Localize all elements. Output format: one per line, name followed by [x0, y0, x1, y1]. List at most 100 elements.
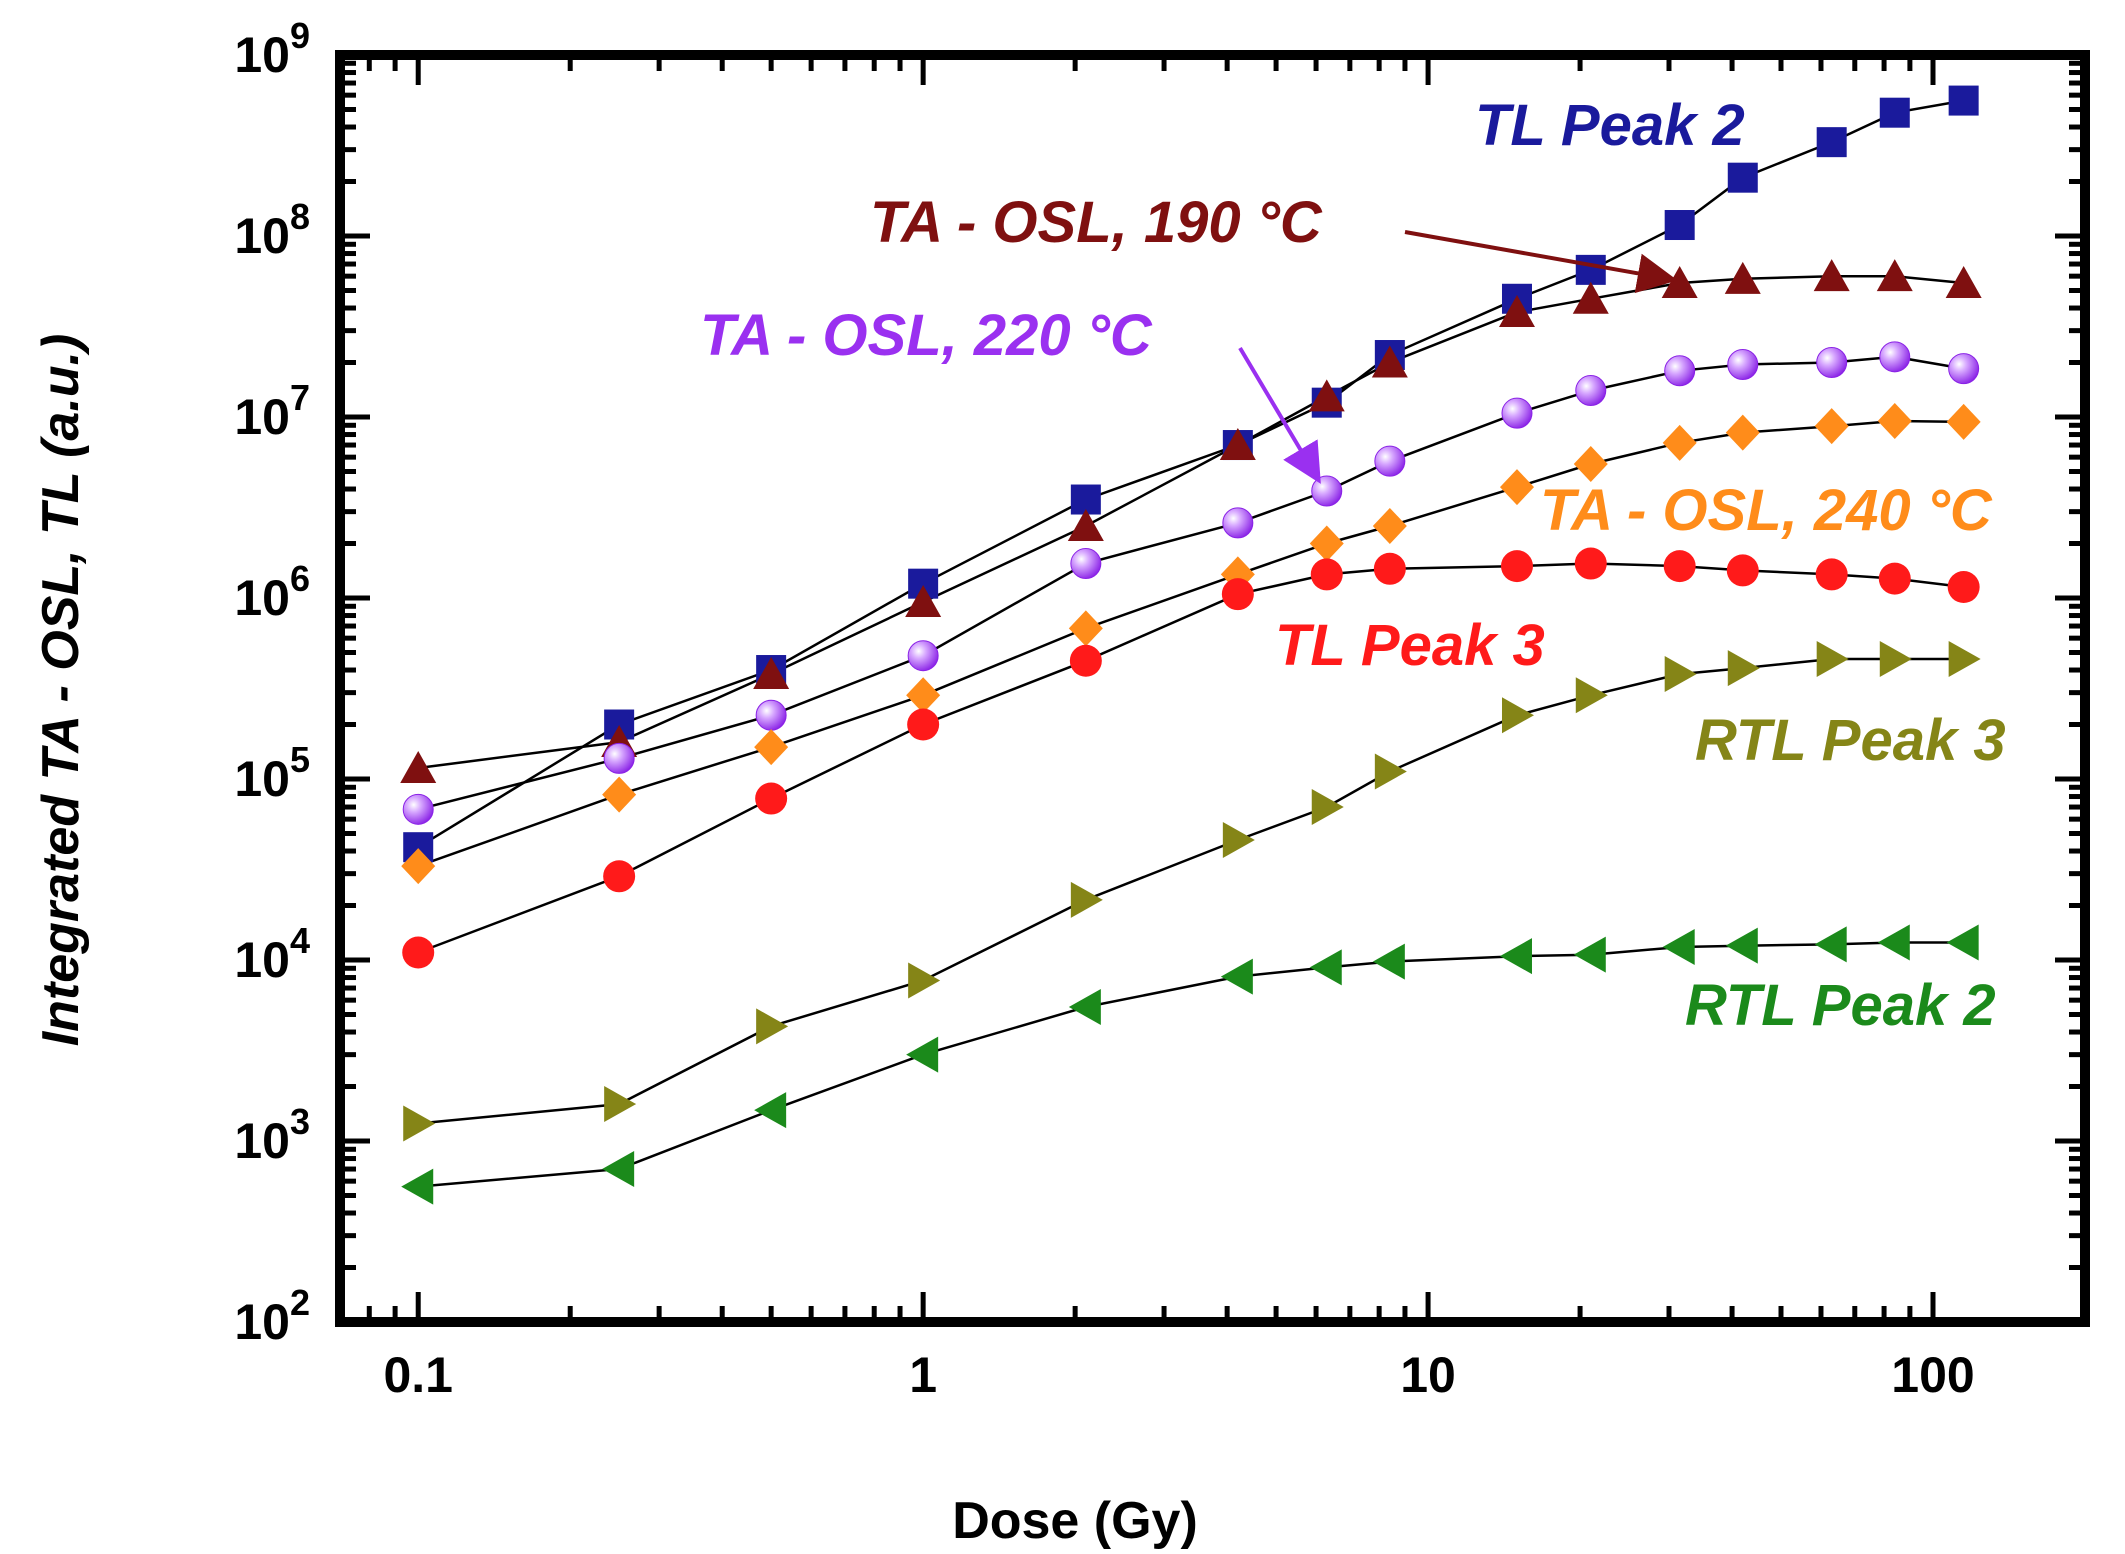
data-point-5-2: [756, 1008, 789, 1045]
data-point-4-9: [1574, 547, 1607, 580]
data-point-1-2: [753, 657, 790, 690]
data-point-2-13: [1879, 341, 1911, 373]
y-tick-label: 103: [234, 1101, 310, 1169]
data-point-4-12: [1815, 558, 1848, 591]
data-point-5-9: [1575, 677, 1608, 714]
data-point-1-12: [1813, 259, 1850, 292]
data-point-5-11: [1727, 650, 1760, 687]
data-point-4-1: [603, 860, 636, 893]
label-tl-peak-3: TL Peak 3: [1275, 613, 1545, 678]
data-point-4-0: [402, 936, 435, 969]
y-tick-label: 102: [234, 1282, 310, 1350]
data-point-6-9: [1573, 936, 1606, 973]
data-point-6-4: [1068, 988, 1101, 1025]
data-point-3-6: [1309, 525, 1344, 562]
data-point-3-10: [1662, 424, 1697, 461]
data-point-3-13: [1877, 403, 1912, 440]
data-point-5-3: [908, 962, 941, 999]
data-point-6-0: [401, 1168, 434, 1205]
data-point-6-7: [1372, 943, 1405, 980]
data-point-3-12: [1814, 408, 1849, 445]
x-axis-ticks: 0.1 1 10 100: [337, 55, 2088, 1403]
data-point-4-4: [1069, 644, 1102, 677]
data-point-6-13: [1877, 924, 1910, 961]
y-axis-title: Integrated TA - OSL, TL (a.u.): [32, 334, 90, 1047]
label-rtl-peak-2: RTL Peak 2: [1685, 973, 1996, 1038]
data-point-4-5: [1221, 578, 1254, 611]
data-point-6-3: [906, 1036, 939, 1073]
data-point-3-1: [602, 776, 637, 813]
data-point-5-8: [1501, 697, 1534, 734]
data-point-6-14: [1946, 924, 1979, 961]
data-point-5-14: [1948, 641, 1981, 678]
data-point-4-8: [1500, 550, 1533, 583]
data-point-4-11: [1726, 554, 1759, 587]
data-point-4-7: [1373, 552, 1406, 585]
data-point-3-14: [1946, 403, 1981, 440]
x-tick-label: 10: [1400, 1347, 1456, 1403]
label-ta-osl-220: TA - OSL, 220 °C: [700, 303, 1153, 368]
data-point-3-4: [1068, 610, 1103, 647]
data-point-4-13: [1878, 562, 1911, 595]
data-point-0-11: [1727, 162, 1758, 193]
plot-area-border: [335, 50, 2090, 1327]
data-point-1-3: [905, 585, 942, 618]
label-ta-osl-190: TA - OSL, 190 °C: [870, 190, 1323, 255]
data-point-1-5: [1219, 428, 1256, 461]
data-point-2-2: [755, 699, 787, 731]
data-point-0-12: [1816, 127, 1847, 158]
data-point-1-0: [400, 751, 437, 784]
arrow-ta-osl-220: [1238, 346, 1321, 484]
data-point-2-8: [1501, 397, 1533, 429]
series-markers: [400, 85, 1982, 1205]
y-tick-label: 104: [234, 920, 310, 988]
data-point-2-9: [1575, 375, 1607, 407]
data-point-3-7: [1372, 507, 1407, 544]
data-point-5-10: [1664, 656, 1697, 693]
data-point-6-6: [1309, 949, 1342, 986]
data-point-0-9: [1575, 254, 1606, 285]
data-point-2-12: [1816, 347, 1848, 379]
data-point-2-7: [1374, 445, 1406, 477]
data-point-2-14: [1948, 353, 1980, 385]
data-point-4-3: [907, 708, 940, 741]
data-point-1-8: [1498, 295, 1535, 328]
label-ta-osl-240: TA - OSL, 240 °C: [1540, 478, 1993, 543]
y-tick-label: 109: [234, 15, 310, 83]
data-point-0-14: [1948, 85, 1979, 116]
data-point-4-10: [1663, 550, 1696, 583]
x-tick-label: 100: [1891, 1347, 1974, 1403]
data-point-1-4: [1067, 508, 1104, 541]
y-tick-label: 105: [234, 739, 310, 807]
data-point-4-2: [755, 782, 788, 815]
y-tick-label: 108: [234, 196, 310, 264]
data-point-1-13: [1876, 259, 1913, 292]
data-point-2-10: [1664, 355, 1696, 387]
data-point-6-8: [1499, 938, 1532, 975]
label-rtl-peak-3: RTL Peak 3: [1695, 708, 2006, 773]
data-point-2-5: [1222, 507, 1254, 539]
y-tick-label: 106: [234, 558, 310, 626]
data-point-6-1: [602, 1151, 635, 1188]
data-point-1-6: [1308, 379, 1345, 412]
data-point-0-13: [1879, 97, 1910, 128]
y-tick-label: 107: [234, 377, 310, 445]
data-point-3-3: [906, 677, 941, 714]
data-point-2-1: [603, 742, 635, 774]
data-point-2-4: [1070, 548, 1102, 580]
data-point-5-7: [1374, 753, 1407, 790]
data-point-6-5: [1220, 958, 1253, 995]
data-point-5-4: [1070, 881, 1103, 918]
x-axis-title: Dose (Gy): [952, 1492, 1198, 1550]
data-point-4-14: [1947, 571, 1980, 604]
data-point-1-9: [1572, 281, 1609, 314]
data-point-3-2: [754, 729, 789, 766]
data-point-6-2: [754, 1092, 787, 1129]
y-axis-ticks: 102 103 104 105 106 107 108 109: [234, 15, 2085, 1350]
data-point-5-6: [1311, 789, 1344, 826]
data-point-5-5: [1222, 822, 1255, 859]
data-point-3-11: [1725, 414, 1760, 451]
data-point-5-13: [1879, 641, 1912, 678]
plot-frame: [335, 50, 2090, 1327]
